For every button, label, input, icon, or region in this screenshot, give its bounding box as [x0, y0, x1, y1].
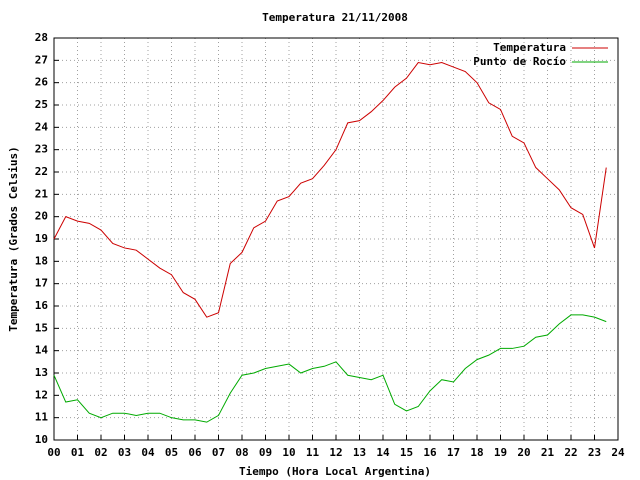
y-tick-label: 13 — [35, 366, 48, 379]
y-tick-label: 26 — [35, 76, 49, 89]
x-tick-label: 21 — [541, 446, 555, 459]
x-tick-label: 05 — [165, 446, 178, 459]
x-tick-label: 02 — [94, 446, 107, 459]
y-tick-label: 15 — [35, 321, 48, 334]
x-tick-label: 06 — [188, 446, 202, 459]
x-tick-label: 04 — [141, 446, 155, 459]
x-tick-label: 13 — [353, 446, 366, 459]
x-tick-label: 23 — [588, 446, 601, 459]
data-line — [53, 62, 607, 318]
x-tick-label: 08 — [235, 446, 248, 459]
y-tick-label: 18 — [35, 254, 48, 267]
x-tick-label: 00 — [47, 446, 60, 459]
y-tick-label: 24 — [35, 120, 49, 133]
y-tick-label: 22 — [35, 165, 48, 178]
y-tick-label: 12 — [35, 388, 48, 401]
y-tick-label: 25 — [35, 98, 48, 111]
x-axis-label: Tiempo (Hora Local Argentina) — [239, 465, 431, 478]
x-tick-label: 20 — [517, 446, 530, 459]
x-tick-label: 10 — [282, 446, 295, 459]
x-tick-label: 11 — [306, 446, 320, 459]
y-tick-label: 21 — [35, 187, 49, 200]
y-tick-label: 20 — [35, 210, 48, 223]
y-tick-label: 28 — [35, 31, 48, 44]
x-tick-label: 14 — [376, 446, 390, 459]
y-tick-label: 19 — [35, 232, 48, 245]
y-tick-label: 23 — [35, 143, 48, 156]
x-tick-label: 19 — [494, 446, 507, 459]
y-tick-label: 17 — [35, 277, 48, 290]
data-line — [53, 314, 607, 423]
x-tick-label: 16 — [423, 446, 437, 459]
x-tick-label: 18 — [470, 446, 483, 459]
x-tick-label: 15 — [400, 446, 413, 459]
y-tick-label: 10 — [35, 433, 48, 446]
legend-label: Temperatura — [493, 41, 566, 54]
x-tick-label: 24 — [611, 446, 625, 459]
y-tick-label: 16 — [35, 299, 49, 312]
x-tick-label: 12 — [329, 446, 342, 459]
chart-title: Temperatura 21/11/2008 — [262, 11, 408, 24]
y-tick-label: 11 — [35, 411, 49, 424]
y-axis-label: Temperatura (Grados Celsius) — [7, 146, 20, 331]
x-tick-label: 09 — [259, 446, 272, 459]
y-tick-label: 27 — [35, 53, 48, 66]
y-tick-label: 14 — [35, 344, 49, 357]
legend-label: Punto de Rocío — [473, 55, 566, 68]
x-tick-label: 01 — [71, 446, 85, 459]
x-tick-label: 07 — [212, 446, 225, 459]
x-tick-label: 03 — [118, 446, 131, 459]
x-tick-label: 17 — [447, 446, 460, 459]
x-tick-label: 22 — [564, 446, 577, 459]
